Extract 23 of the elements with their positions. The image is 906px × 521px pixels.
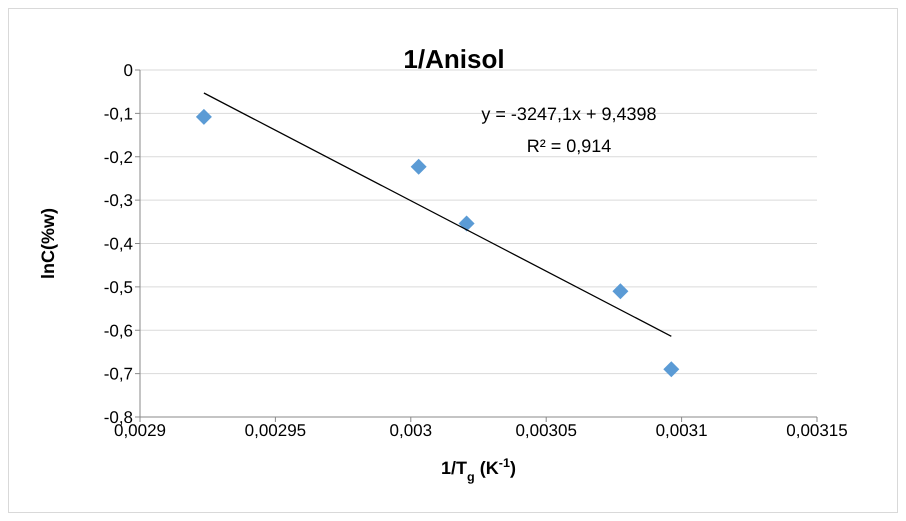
y-tick-label: -0,4 xyxy=(104,234,133,254)
y-tick-label: 0 xyxy=(124,61,133,80)
point xyxy=(663,361,680,378)
y-tick-label: -0,5 xyxy=(104,278,133,297)
y-tick-label: -0,3 xyxy=(104,191,133,210)
x-tick-label: 0,0031 xyxy=(656,421,708,440)
y-tick-label: -0,2 xyxy=(104,148,133,167)
annotation: R² = 0,914 xyxy=(526,136,612,157)
point xyxy=(458,216,475,232)
y-tick-label: -0,1 xyxy=(104,104,133,124)
y-axis-title: lnC(%w) xyxy=(38,208,58,279)
x-tick-label: 0,00305 xyxy=(515,421,577,440)
x-tick-label: 0,003 xyxy=(390,421,432,440)
x-tick-label: 0,00315 xyxy=(786,421,848,440)
x-axis-title: 1/T$_{g}$ (K$^{-1}$) xyxy=(441,456,516,484)
x-tick-label: 0,00295 xyxy=(244,421,306,440)
annotation: y = -3247,1x + 9,4398 xyxy=(480,104,658,125)
y-tick-label: -0,7 xyxy=(104,364,133,384)
chart-title: 1/Anisol xyxy=(403,44,505,74)
point xyxy=(612,283,628,300)
point xyxy=(410,158,427,175)
point xyxy=(196,108,212,125)
y-tick-label: -0,6 xyxy=(104,321,133,340)
